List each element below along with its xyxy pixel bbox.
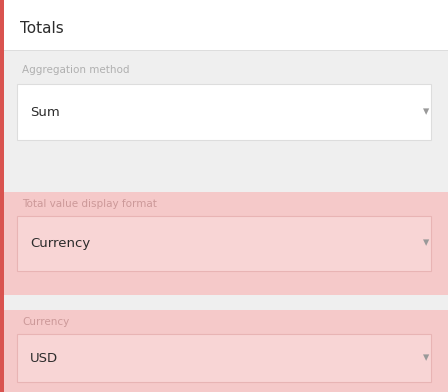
FancyBboxPatch shape bbox=[17, 334, 431, 382]
FancyBboxPatch shape bbox=[17, 216, 431, 271]
FancyBboxPatch shape bbox=[17, 84, 431, 140]
Text: ▾: ▾ bbox=[423, 352, 429, 365]
Text: ▾: ▾ bbox=[423, 236, 429, 249]
FancyBboxPatch shape bbox=[4, 192, 448, 295]
FancyBboxPatch shape bbox=[4, 0, 448, 50]
FancyBboxPatch shape bbox=[4, 51, 448, 175]
FancyBboxPatch shape bbox=[4, 310, 448, 392]
FancyBboxPatch shape bbox=[4, 175, 448, 192]
Text: Currency: Currency bbox=[30, 236, 90, 249]
Text: ▾: ▾ bbox=[423, 105, 429, 118]
Text: Total value display format: Total value display format bbox=[22, 199, 157, 209]
Text: Sum: Sum bbox=[30, 105, 60, 118]
Text: Totals: Totals bbox=[20, 20, 64, 36]
Text: Currency: Currency bbox=[22, 317, 69, 327]
Text: USD: USD bbox=[30, 352, 58, 365]
FancyBboxPatch shape bbox=[0, 0, 4, 392]
Text: Aggregation method: Aggregation method bbox=[22, 65, 129, 75]
FancyBboxPatch shape bbox=[4, 50, 448, 51]
FancyBboxPatch shape bbox=[4, 295, 448, 310]
